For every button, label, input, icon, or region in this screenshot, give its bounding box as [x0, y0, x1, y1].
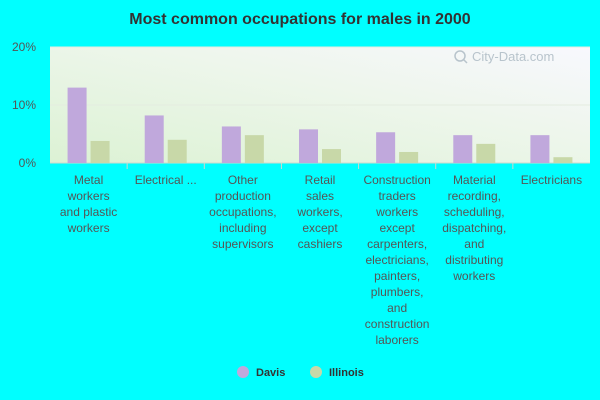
- watermark-text: City-Data.com: [472, 49, 554, 64]
- x-axis: Metal workers and plastic workers Electrical…: [60, 173, 582, 347]
- x-category-label-line: painters,: [374, 269, 420, 283]
- bar-davis-2: [221, 126, 241, 163]
- x-category-label-line: including: [219, 221, 266, 235]
- bar-illinois-6: [553, 157, 573, 163]
- x-category-label-line: Other: [228, 173, 258, 187]
- x-category-label-line: workers,: [296, 205, 342, 219]
- bar-davis-0: [67, 87, 87, 163]
- bar-illinois-5: [476, 143, 496, 163]
- x-category-label: Metal workers and plastic workers: [60, 173, 117, 235]
- x-category-label-line: occupations,: [209, 205, 276, 219]
- x-category-label-line: scheduling,: [444, 205, 505, 219]
- x-category-label-line: sales: [306, 189, 334, 203]
- x-category-label-line: workers: [67, 189, 110, 203]
- y-tick-label: 0%: [19, 156, 37, 170]
- x-category-label-line: except: [302, 221, 338, 235]
- x-category-label-line: workers: [67, 221, 110, 235]
- x-category-label-line: cashiers: [298, 237, 343, 251]
- bar-davis-6: [530, 135, 550, 163]
- bar-illinois-3: [322, 149, 341, 163]
- legend-label-davis: Davis: [256, 367, 285, 379]
- x-category-label-line: supervisors: [212, 237, 273, 251]
- x-category-label-line: construction: [365, 317, 430, 331]
- bar-davis-1: [144, 115, 164, 163]
- bar-davis-4: [376, 132, 396, 163]
- bar-illinois-2: [244, 135, 264, 163]
- bar-davis-3: [299, 129, 318, 163]
- bars: [67, 87, 573, 163]
- x-category-label-line: distributing: [445, 253, 503, 267]
- legend-swatch-illinois: [310, 366, 322, 378]
- x-category-label-line: workers: [375, 205, 418, 219]
- x-category-label-line: and: [387, 301, 407, 315]
- x-category-label: Construction traders workers except carpente…: [363, 173, 430, 347]
- x-category-label-line: Construction: [363, 173, 430, 187]
- y-axis: 0% 10% 20%: [12, 40, 36, 170]
- x-category-label-line: carpenters,: [367, 237, 427, 251]
- magnifier-icon: [454, 50, 466, 62]
- bar-illinois-0: [90, 140, 110, 163]
- x-category-label-line: plumbers,: [371, 285, 424, 299]
- bar-illinois-1: [167, 139, 187, 163]
- x-category-label-line: Electrical ...: [135, 173, 197, 187]
- x-category-label: Electrical ...: [135, 173, 197, 187]
- x-category-label-line: Metal: [74, 173, 103, 187]
- legend-swatch-davis: [237, 366, 249, 378]
- x-category-label-line: dispatching,: [442, 221, 506, 235]
- x-category-label-line: and plastic: [60, 205, 117, 219]
- x-category-label: Other production occupations, including supe…: [209, 173, 276, 251]
- x-category-label-line: traders: [378, 189, 415, 203]
- bar-illinois-4: [399, 151, 419, 163]
- x-category-label: Electricians: [521, 173, 582, 187]
- legend: Davis Illinois: [237, 366, 364, 379]
- x-category-label-line: electricians,: [365, 253, 428, 267]
- x-category-label-line: recording,: [448, 189, 501, 203]
- x-category-label-line: Electricians: [521, 173, 582, 187]
- x-category-label: Material recording, scheduling, dispatching…: [442, 173, 506, 283]
- x-category-label-line: and: [464, 237, 484, 251]
- chart-title: Most common occupations for males in 200…: [129, 11, 471, 28]
- x-category-label-line: Material: [453, 173, 496, 187]
- watermark: City-Data.com: [454, 49, 554, 64]
- x-category-label-line: laborers: [375, 333, 418, 347]
- bar-davis-5: [453, 135, 473, 163]
- y-tick-label: 10%: [12, 98, 36, 112]
- x-category-label-line: production: [215, 189, 271, 203]
- y-tick-label: 20%: [12, 40, 36, 54]
- x-category-label-line: Retail: [305, 173, 336, 187]
- grid-lines: [50, 46, 590, 169]
- x-category-label: Retail sales workers, except cashiers: [296, 173, 342, 251]
- x-category-label-line: workers: [452, 269, 495, 283]
- x-category-label-line: except: [379, 221, 415, 235]
- legend-label-illinois: Illinois: [329, 367, 364, 379]
